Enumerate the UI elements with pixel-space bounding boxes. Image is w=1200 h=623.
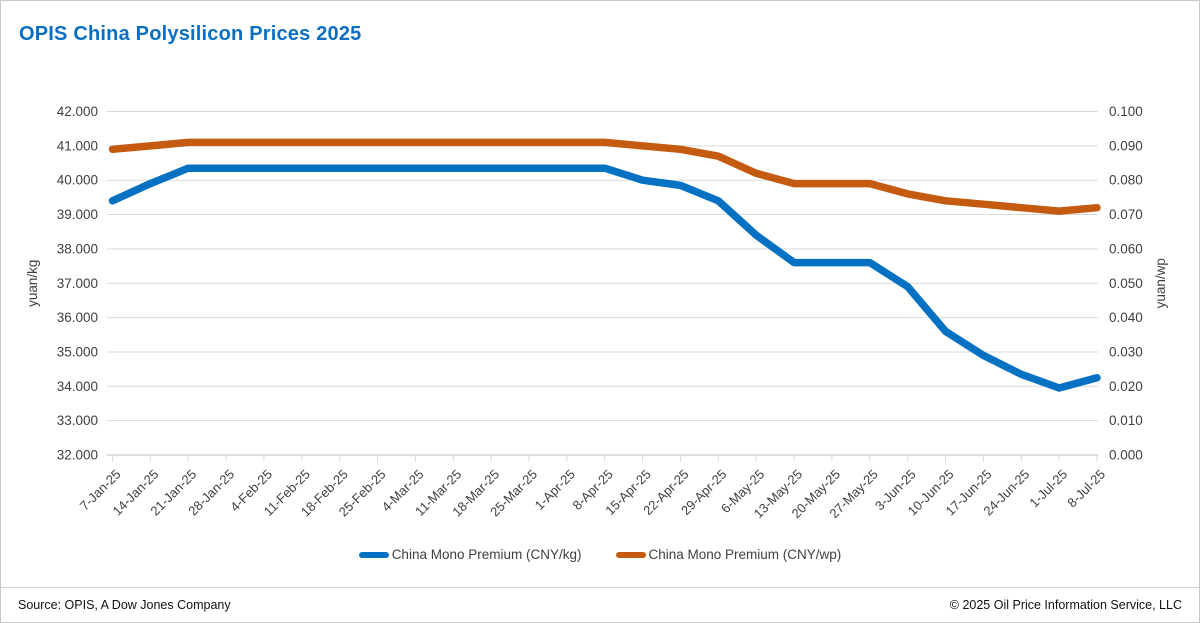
svg-text:0.010: 0.010 (1109, 413, 1143, 428)
legend-label-cny-kg: China Mono Premium (CNY/kg) (391, 547, 582, 562)
y-axis-right: 0.100 0.090 0.080 0.070 0.060 0.050 0.040 0.030… (1109, 104, 1143, 463)
svg-text:33.000: 33.000 (57, 413, 98, 428)
right-axis-title: yuan/wp (1153, 258, 1168, 308)
legend-item-cny-wp: China Mono Premium (CNY/wp) (615, 547, 842, 562)
legend-label-cny-wp: China Mono Premium (CNY/wp) (648, 547, 842, 562)
svg-text:0.040: 0.040 (1109, 310, 1143, 325)
page-title: OPIS China Polysilicon Prices 2025 (19, 23, 362, 45)
svg-text:1-Apr-25: 1-Apr-25 (532, 467, 578, 513)
svg-text:0.100: 0.100 (1109, 104, 1143, 119)
series-line-cny-wp (108, 138, 1101, 215)
legend-item-cny-kg: China Mono Premium (CNY/kg) (358, 547, 582, 562)
copyright-text: © 2025 Oil Price Information Service, LL… (949, 598, 1182, 612)
svg-text:0.090: 0.090 (1109, 138, 1143, 153)
source-text: Source: OPIS, A Dow Jones Company (18, 598, 231, 612)
svg-text:0.080: 0.080 (1109, 173, 1143, 188)
svg-text:32.000: 32.000 (57, 448, 98, 463)
svg-text:0.060: 0.060 (1109, 241, 1143, 256)
gridlines (107, 111, 1098, 456)
svg-text:35.000: 35.000 (57, 344, 98, 359)
svg-text:39.000: 39.000 (57, 207, 98, 222)
svg-text:37.000: 37.000 (57, 276, 98, 291)
svg-text:34.000: 34.000 (57, 379, 98, 394)
legend-line-swatch-kg-icon (358, 551, 389, 558)
svg-text:42.000: 42.000 (57, 104, 98, 119)
svg-text:0.070: 0.070 (1109, 207, 1143, 222)
svg-text:38.000: 38.000 (57, 241, 98, 256)
left-axis-title: yuan/kg (25, 260, 40, 307)
legend-line-swatch-wp-icon (615, 551, 646, 558)
svg-text:0.030: 0.030 (1109, 344, 1143, 359)
svg-text:8-Jul-25: 8-Jul-25 (1064, 467, 1108, 511)
series-line-cny-kg (108, 164, 1101, 392)
legend: China Mono Premium (CNY/kg) China Mono P… (1, 547, 1199, 562)
svg-text:36.000: 36.000 (57, 310, 98, 325)
svg-text:0.020: 0.020 (1109, 379, 1143, 394)
footer-bar: Source: OPIS, A Dow Jones Company © 2025… (1, 587, 1199, 622)
svg-text:41.000: 41.000 (57, 138, 98, 153)
svg-text:0.000: 0.000 (1109, 448, 1143, 463)
x-axis: 7-Jan-2514-Jan-2521-Jan-2528-Jan-254-Feb… (77, 455, 1108, 521)
svg-text:1-Jul-25: 1-Jul-25 (1026, 467, 1070, 511)
svg-text:0.050: 0.050 (1109, 276, 1143, 291)
y-axis-left: 42.000 41.000 40.000 39.000 38.000 37.000 36.0… (57, 104, 98, 463)
svg-text:40.000: 40.000 (57, 173, 98, 188)
